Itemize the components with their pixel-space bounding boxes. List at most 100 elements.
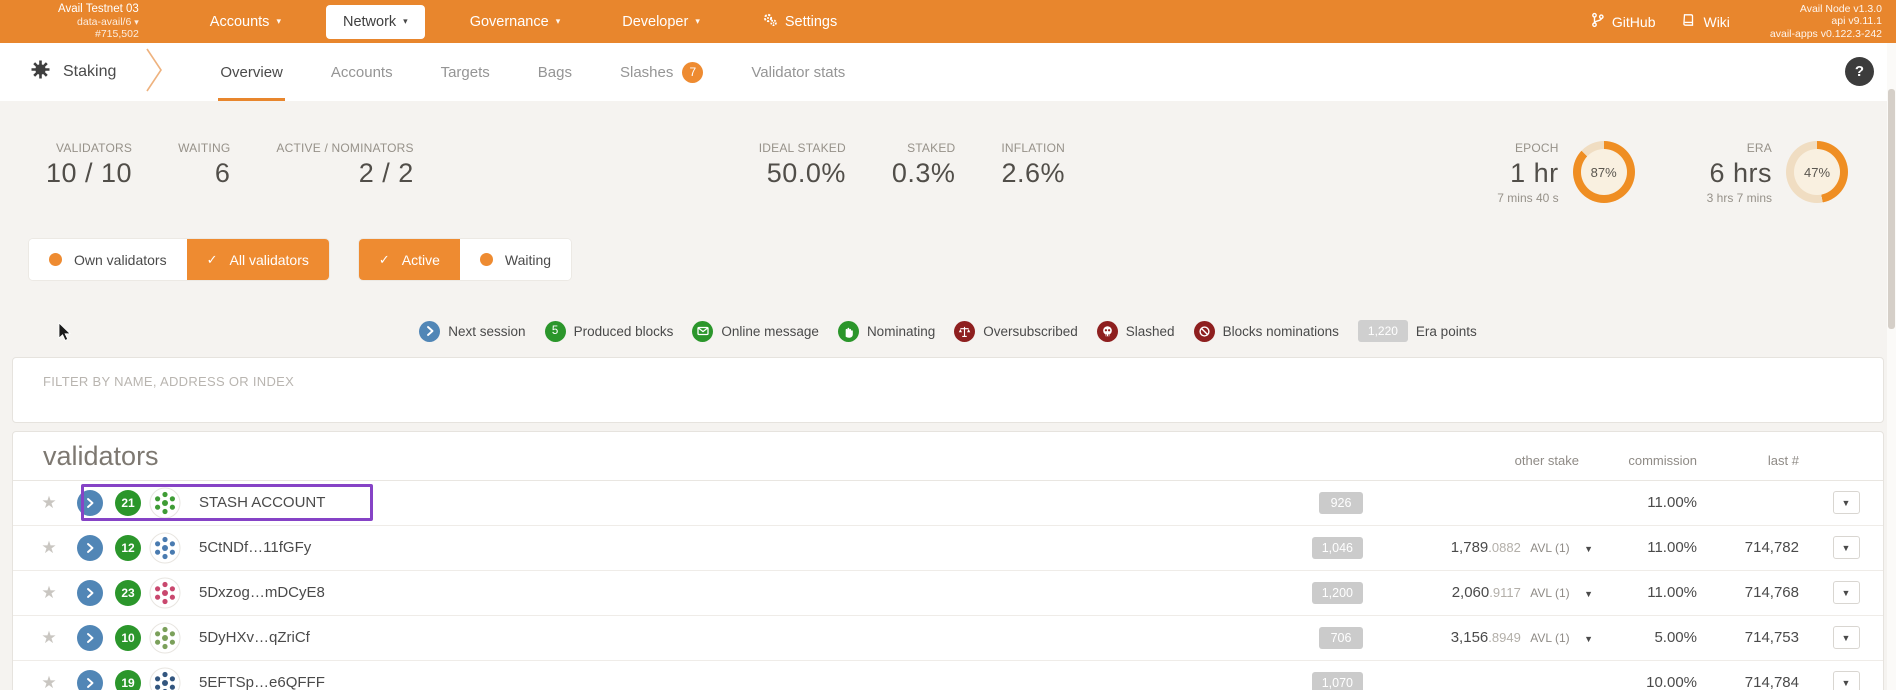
nav-item-settings[interactable]: Settings <box>745 3 854 41</box>
last-block-value: 714,753 <box>1744 629 1799 647</box>
summary-stat: STAKED 0.3% <box>892 141 956 189</box>
radio-dot-icon <box>49 253 62 266</box>
identicon[interactable] <box>149 532 181 564</box>
caret-down-icon: ▼ <box>1841 587 1851 598</box>
tab-targets[interactable]: Targets <box>440 63 490 81</box>
nav-item-governance[interactable]: Governance ▾ <box>469 13 561 30</box>
waiting-toggle[interactable]: Waiting <box>459 239 572 280</box>
stat-value: 2 / 2 <box>358 158 414 188</box>
summary-timers: EPOCH 1 hr 7 mins 40 s 87% ERA 6 hrs 3 h… <box>1497 141 1848 205</box>
identicon[interactable] <box>149 577 181 609</box>
validator-name[interactable]: STASH ACCOUNT <box>199 494 326 512</box>
era-points-badge: 1,200 <box>1311 581 1363 604</box>
identicon[interactable] <box>149 667 181 690</box>
era-points-badge: 1,070 <box>1311 671 1363 690</box>
stat-label: WAITING <box>178 141 231 155</box>
active-toggle[interactable]: ✓ Active <box>358 239 460 280</box>
stat-value: 10 / 10 <box>46 158 133 188</box>
table-title: validators <box>43 441 159 471</box>
last-block-value: 714,784 <box>1744 674 1799 690</box>
status-legend: Next session 5 Produced blocks Online me… <box>0 320 1896 342</box>
expand-row-button[interactable]: ▼ <box>1832 671 1860 690</box>
era-label: ERA <box>1746 141 1772 155</box>
expand-row-button[interactable]: ▼ <box>1832 626 1860 650</box>
tab-bar: Staking Overview Accounts Targets Bags S… <box>0 43 1896 101</box>
produced-blocks-badge: 12 <box>115 534 141 561</box>
nav-item-accounts[interactable]: Accounts ▾ <box>209 13 281 30</box>
chain-selector[interactable]: Avail Testnet 03 data-avail/6 ▾ #715,502 <box>58 3 139 40</box>
tab-bags[interactable]: Bags <box>537 63 572 81</box>
produced-blocks-badge: 21 <box>115 489 141 516</box>
validator-name[interactable]: 5CtNDf…11fGFy <box>199 539 312 557</box>
caret-down-icon: ▼ <box>1841 497 1851 508</box>
stat-value: 6 <box>214 158 231 188</box>
produced-blocks-badge: 23 <box>115 579 141 606</box>
validator-name[interactable]: 5DyHXv…qZriCf <box>199 629 310 647</box>
scrollbar[interactable] <box>1887 43 1896 690</box>
summary-stat: IDEAL STAKED 50.0% <box>759 141 846 189</box>
validator-name[interactable]: 5EFTSp…e6QFFF <box>199 674 325 690</box>
own-validators-toggle[interactable]: Own validators <box>29 239 187 280</box>
filter-card <box>12 357 1884 423</box>
help-button[interactable]: ? <box>1845 57 1874 86</box>
other-stake-value: 1,789.0882 AVL (1) ▼ <box>1450 538 1593 556</box>
expand-stake-icon[interactable]: ▼ <box>1584 588 1593 599</box>
favorite-star-icon[interactable]: ★ <box>41 672 57 690</box>
api-version: api v9.11.1 <box>1831 15 1882 28</box>
epoch-summary: EPOCH 1 hr 7 mins 40 s 87% <box>1497 141 1635 205</box>
favorite-star-icon[interactable]: ★ <box>41 492 57 512</box>
tab-overview[interactable]: Overview <box>218 43 285 101</box>
identicon[interactable] <box>149 622 181 654</box>
favorite-star-icon[interactable]: ★ <box>41 537 57 557</box>
caret-down-icon: ▼ <box>1841 542 1851 553</box>
expand-row-button[interactable]: ▼ <box>1832 536 1860 560</box>
commission-value: 10.00% <box>1646 674 1697 690</box>
epoch-percent: 87% <box>1590 164 1617 180</box>
summary-section: VALIDATORS 10 / 10 WAITING 6 ACTIVE / NO… <box>0 101 1896 205</box>
commission-value: 11.00% <box>1647 584 1697 602</box>
table-row: ★ 19 5EFTSp…e6QFFF 1,070 ▼ 10.00% 71 <box>13 660 1883 690</box>
filter-input[interactable] <box>43 374 1853 389</box>
expand-stake-icon[interactable]: ▼ <box>1584 633 1593 644</box>
chevron-down-icon: ▾ <box>403 16 408 26</box>
tab-slashes[interactable]: Slashes 7 <box>618 43 705 101</box>
summary-stat: VALIDATORS 10 / 10 <box>46 141 132 189</box>
column-header-commission: commission <box>1628 452 1697 468</box>
expand-row-button[interactable]: ▼ <box>1832 491 1860 515</box>
scrollbar-thumb[interactable] <box>1888 89 1895 329</box>
summary-stats-right: IDEAL STAKED 50.0% STAKED 0.3% INFLATION… <box>759 141 1065 189</box>
all-validators-toggle[interactable]: ✓ All validators <box>186 239 329 280</box>
era-points-badge: 1,220 <box>1357 320 1408 342</box>
expand-row-button[interactable]: ▼ <box>1832 581 1860 605</box>
tab-validator-stats[interactable]: Validator stats <box>751 63 846 81</box>
next-session-icon <box>77 489 103 516</box>
last-block-value: 714,782 <box>1744 539 1799 557</box>
chevron-down-icon: ▾ <box>555 16 561 26</box>
skull-circle-icon <box>1096 320 1118 342</box>
wiki-link[interactable]: Wiki <box>1681 12 1730 31</box>
breadcrumb-chevron-icon <box>144 47 166 98</box>
expand-stake-icon[interactable]: ▼ <box>1584 543 1593 554</box>
filter-toggles: Own validators ✓ All validators ✓ Active… <box>29 239 1896 280</box>
epoch-label: EPOCH <box>1514 141 1559 155</box>
validator-name[interactable]: 5Dxzog…mDCyE8 <box>199 584 325 602</box>
favorite-star-icon[interactable]: ★ <box>41 627 57 647</box>
stat-value: 2.6% <box>1001 158 1065 188</box>
table-head: validators other stake commission last # <box>13 432 1883 481</box>
nav-item-network[interactable]: Network ▾ <box>325 4 425 39</box>
identicon[interactable] <box>149 487 181 519</box>
github-link[interactable]: GitHub <box>1590 12 1655 31</box>
chain-name: Avail Testnet 03 <box>58 2 139 15</box>
tab-accounts[interactable]: Accounts <box>330 63 393 81</box>
era-points-badge: 1,046 <box>1311 536 1363 559</box>
legend-nominating: Nominating <box>837 320 935 342</box>
block-count-circle-icon: 5 <box>544 320 566 342</box>
nav-item-developer[interactable]: Developer ▾ <box>622 13 700 30</box>
favorite-star-icon[interactable]: ★ <box>41 582 57 602</box>
caret-down-icon: ▼ <box>1841 632 1851 643</box>
legend-era-points: 1,220 Era points <box>1357 320 1477 342</box>
other-stake-value: 2,060.9117 AVL (1) ▼ <box>1451 583 1593 601</box>
legend-produced-blocks: 5 Produced blocks <box>544 320 673 342</box>
hand-circle-icon <box>837 320 859 342</box>
